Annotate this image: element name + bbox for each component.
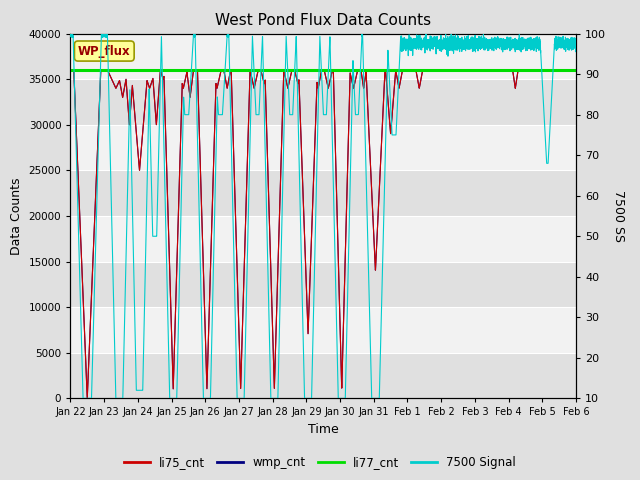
Bar bbox=[70, 262, 576, 307]
Y-axis label: Data Counts: Data Counts bbox=[10, 177, 23, 255]
Legend: li75_cnt, wmp_cnt, li77_cnt, 7500 Signal: li75_cnt, wmp_cnt, li77_cnt, 7500 Signal bbox=[119, 452, 521, 474]
Text: WP_flux: WP_flux bbox=[78, 45, 131, 58]
X-axis label: Time: Time bbox=[308, 423, 339, 436]
Bar bbox=[70, 307, 576, 353]
Bar bbox=[70, 125, 576, 170]
Bar bbox=[70, 216, 576, 262]
Bar bbox=[70, 353, 576, 398]
Bar bbox=[70, 79, 576, 125]
Y-axis label: 7500 SS: 7500 SS bbox=[612, 190, 625, 242]
Bar bbox=[70, 34, 576, 79]
Bar bbox=[70, 170, 576, 216]
Title: West Pond Flux Data Counts: West Pond Flux Data Counts bbox=[215, 13, 431, 28]
